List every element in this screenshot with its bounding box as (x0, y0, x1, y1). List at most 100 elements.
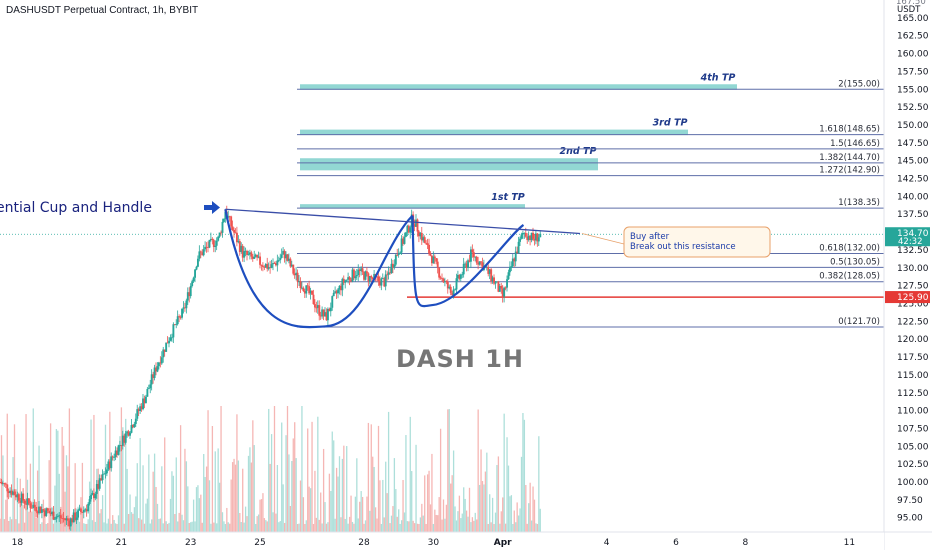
volume-bar (491, 497, 494, 532)
volume-bar (302, 497, 305, 532)
candle-body (9, 490, 12, 494)
volume-bar (99, 513, 101, 532)
volume-bar (239, 513, 241, 532)
volume-bar (412, 520, 414, 532)
candle-body (191, 281, 194, 286)
candle-body (532, 232, 534, 239)
price-tick: 120.00 (897, 335, 929, 345)
support-price-value: 125.90 (897, 293, 929, 303)
price-tick: 157.50 (897, 67, 929, 77)
candle-body (354, 276, 357, 279)
candle-body (530, 232, 533, 241)
volume-bar (129, 494, 131, 532)
candle-body (316, 305, 319, 308)
candle-body (84, 509, 87, 511)
candle-body (391, 263, 394, 268)
volume-bar (28, 511, 30, 532)
volume-bar (359, 501, 361, 532)
candle-body (71, 518, 74, 523)
candle-body (345, 279, 348, 281)
volume-bar (172, 475, 175, 532)
volume-bar (451, 475, 453, 532)
candle-body (199, 251, 202, 253)
time-tick: 25 (254, 538, 265, 548)
volume-bar (408, 521, 410, 532)
time-tick: 28 (358, 538, 370, 548)
candle-body (117, 445, 120, 455)
candle-body (140, 406, 143, 410)
candle-body (324, 312, 326, 317)
volume-bar (372, 456, 374, 532)
volume-bar (431, 453, 433, 532)
volume-bar (142, 465, 144, 532)
volume-bar (301, 406, 303, 532)
price-tick: 122.50 (897, 317, 929, 327)
candle-body (458, 274, 461, 279)
volume-bar (285, 435, 287, 532)
time-tick: 21 (116, 538, 127, 548)
candle-body (517, 241, 520, 254)
candle-body (302, 287, 305, 291)
volume-bar (483, 484, 485, 532)
volume-bar (452, 450, 455, 532)
candle-body (243, 251, 246, 258)
time-tick: 23 (185, 538, 196, 548)
volume-bar (496, 465, 498, 532)
volume-bar (467, 516, 469, 532)
price-tick: 162.50 (897, 32, 929, 42)
volume-bar (500, 511, 502, 532)
candle-body (533, 238, 536, 241)
take-profit-label: 4th TP (700, 72, 736, 83)
candle-body (126, 431, 129, 434)
volume-bar (490, 522, 492, 532)
candle-body (152, 374, 155, 378)
volume-bar (3, 519, 6, 532)
volume-bar (517, 515, 520, 532)
volume-bar (179, 425, 182, 532)
candle-body (143, 398, 146, 404)
candle-body (134, 418, 137, 424)
volume-bar (165, 521, 167, 532)
candle-body (365, 271, 368, 274)
volume-bar (71, 523, 73, 532)
take-profit-zone (300, 84, 737, 90)
cup-curve (224, 209, 414, 329)
candle-body (468, 260, 471, 262)
candle-body (464, 263, 467, 265)
candle-body (441, 278, 443, 279)
candle-body (169, 337, 172, 341)
volume-bar (194, 521, 196, 532)
volume-bar (522, 412, 524, 532)
volume-bar (465, 510, 468, 532)
candle-body (461, 274, 464, 276)
candle-body (393, 264, 396, 268)
volume-bar (338, 456, 341, 532)
candle-body (62, 518, 65, 520)
candle-body (75, 517, 78, 521)
volume-bar (207, 410, 209, 532)
volume-bar (538, 436, 540, 532)
candle-body (348, 277, 351, 280)
volume-bar (334, 518, 336, 532)
volume-bar (539, 508, 541, 532)
volume-bar (135, 496, 137, 532)
volume-bar (318, 519, 320, 532)
candle-body (357, 269, 360, 275)
candle-body (274, 263, 277, 266)
candle-body (334, 291, 337, 293)
candle-body (485, 267, 488, 268)
candle-body (527, 235, 530, 240)
volume-bar (31, 511, 33, 532)
candle-body (305, 285, 308, 294)
fib-level-label: 0(121.70) (838, 317, 880, 327)
candle-body (477, 262, 480, 265)
volume-bar (455, 520, 458, 532)
volume-bar (405, 435, 407, 532)
candle-body (95, 483, 98, 494)
candle-body (100, 478, 103, 481)
volume-bar (344, 518, 346, 532)
candle-body (403, 236, 406, 244)
volume-bar (437, 515, 439, 532)
candle-body (420, 232, 423, 241)
